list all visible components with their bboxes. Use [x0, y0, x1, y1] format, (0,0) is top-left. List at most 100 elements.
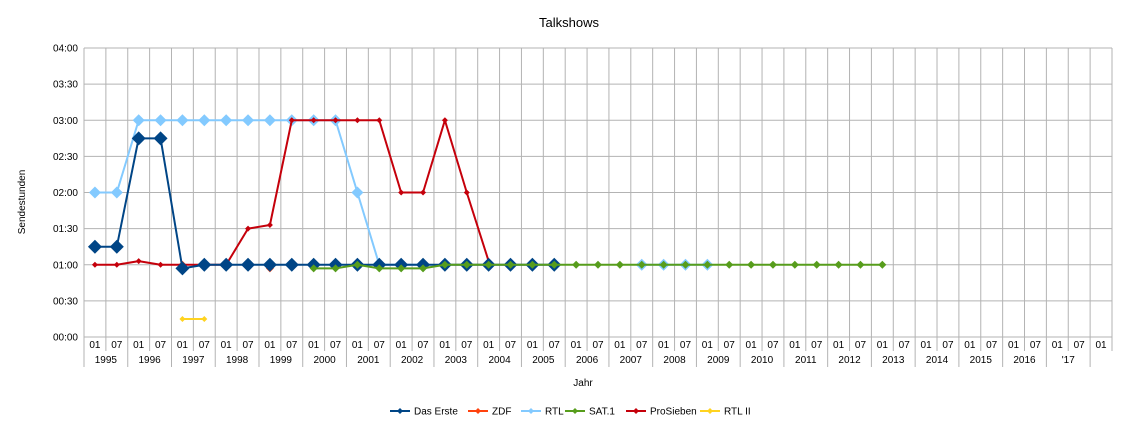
- x-tick-labels: 01 07 01 07 01 07 01 07 01 07 01 07 01 07 01 07 01 07 01 07…: [89, 340, 1107, 366]
- y-tick-label: 03:00: [53, 116, 78, 127]
- x-year-label: 2008: [663, 355, 686, 366]
- data-point: [288, 117, 295, 124]
- x-half-label: 01: [527, 340, 539, 351]
- x-half-label: 07: [155, 340, 167, 351]
- x-half-label: 01: [221, 340, 233, 351]
- x-half-label: 07: [855, 340, 867, 351]
- x-year-label: 1997: [182, 355, 205, 366]
- data-point: [856, 260, 865, 269]
- x-half-label: 07: [724, 340, 736, 351]
- data-point: [332, 117, 339, 124]
- y-tick-label: 02:00: [53, 188, 78, 199]
- gridlines: [83, 47, 1113, 367]
- legend-marker: [707, 408, 713, 414]
- x-half-label: 07: [111, 340, 123, 351]
- data-point: [175, 261, 190, 276]
- legend-label: RTL: [545, 407, 564, 418]
- data-point: [91, 261, 98, 268]
- data-point: [747, 260, 756, 269]
- x-year-label: 2005: [532, 355, 555, 366]
- x-half-label: 01: [1052, 340, 1064, 351]
- x-half-label: 01: [789, 340, 801, 351]
- legend-label: SAT.1: [589, 407, 615, 418]
- data-point: [309, 264, 318, 273]
- x-half-label: 01: [702, 340, 714, 351]
- series-line: [94, 119, 424, 266]
- data-point: [398, 189, 405, 196]
- x-year-label: 2013: [882, 355, 905, 366]
- y-tick-labels: 00:00 00:30 01:00 01:30 02:00 02:30 03:00 03:30…: [53, 44, 78, 344]
- x-half-label: 07: [1030, 340, 1042, 351]
- data-point: [179, 315, 186, 322]
- data-point: [331, 264, 340, 273]
- data-point: [263, 114, 276, 127]
- legend-marker: [475, 408, 481, 414]
- data-point: [157, 261, 164, 268]
- x-year-label: '17: [1062, 355, 1075, 366]
- data-point: [528, 260, 537, 269]
- legend-marker: [633, 408, 639, 414]
- data-point: [242, 114, 255, 127]
- data-point: [615, 260, 624, 269]
- data-point: [266, 222, 273, 229]
- data-point: [420, 189, 427, 196]
- y-axis-label: Sendestunden: [17, 170, 28, 235]
- x-half-label: 01: [1096, 340, 1108, 351]
- x-year-label: 2015: [970, 355, 993, 366]
- legend-item: ProSieben: [626, 407, 697, 418]
- x-half-label: 01: [396, 340, 408, 351]
- y-tick-label: 04:00: [53, 44, 78, 55]
- x-half-label: 07: [767, 340, 779, 351]
- x-half-label: 07: [680, 340, 692, 351]
- x-half-label: 01: [483, 340, 495, 351]
- x-year-label: 2000: [313, 355, 336, 366]
- x-half-label: 01: [614, 340, 626, 351]
- series-sat-1: [309, 260, 887, 273]
- x-half-label: 07: [461, 340, 473, 351]
- data-point: [351, 186, 364, 199]
- data-point: [703, 260, 712, 269]
- x-year-label: 2007: [620, 355, 643, 366]
- data-point: [440, 260, 449, 269]
- series-rtl-ii: [179, 315, 208, 322]
- data-point: [354, 117, 361, 124]
- y-tick-label: 01:00: [53, 260, 78, 271]
- data-point: [419, 264, 428, 273]
- x-half-label: 07: [505, 340, 517, 351]
- data-point: [132, 114, 145, 127]
- x-year-label: 1998: [226, 355, 249, 366]
- x-half-label: 07: [549, 340, 561, 351]
- y-tick-label: 00:00: [53, 333, 78, 344]
- x-half-label: 01: [177, 340, 189, 351]
- x-half-label: 07: [942, 340, 954, 351]
- x-half-label: 01: [877, 340, 889, 351]
- x-half-label: 07: [899, 340, 911, 351]
- legend-item: RTL II: [700, 407, 751, 418]
- x-year-label: 1999: [270, 355, 293, 366]
- legend-marker: [572, 408, 578, 414]
- x-half-label: 01: [658, 340, 670, 351]
- data-point: [176, 114, 189, 127]
- data-point: [506, 260, 515, 269]
- x-year-label: 2001: [357, 355, 380, 366]
- x-half-label: 07: [811, 340, 823, 351]
- data-point: [245, 225, 252, 232]
- x-half-label: 07: [286, 340, 298, 351]
- legend-label: ZDF: [492, 407, 511, 418]
- x-half-label: 01: [352, 340, 364, 351]
- legend-item: Das Erste: [390, 407, 458, 418]
- x-half-label: 01: [89, 340, 101, 351]
- y-tick-label: 01:30: [53, 224, 78, 235]
- x-half-label: 07: [417, 340, 429, 351]
- data-point: [284, 257, 299, 272]
- data-point: [790, 260, 799, 269]
- x-half-label: 01: [964, 340, 976, 351]
- data-point: [241, 257, 256, 272]
- data-point: [88, 186, 101, 199]
- data-point: [110, 186, 123, 199]
- x-year-label: 2003: [445, 355, 468, 366]
- data-point: [197, 257, 212, 272]
- x-half-label: 01: [133, 340, 145, 351]
- x-half-label: 07: [330, 340, 342, 351]
- data-point: [220, 114, 233, 127]
